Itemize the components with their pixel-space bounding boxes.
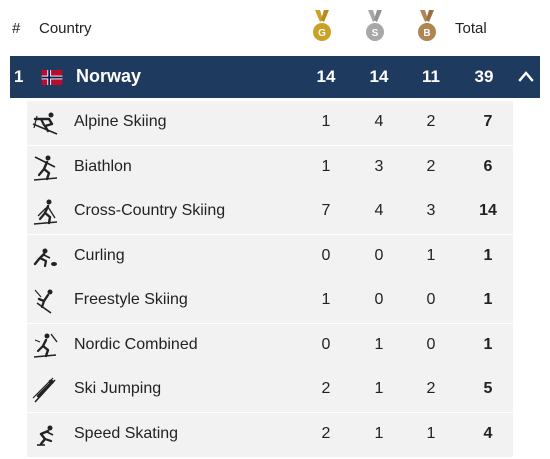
sport-silver-count: 1: [374, 336, 384, 353]
sport-gold-count: 7: [321, 202, 331, 219]
alpine-skiing-icon: [32, 112, 58, 135]
gold-medal-letter: G: [318, 28, 326, 39]
sport-silver-count: 0: [374, 247, 384, 264]
sport-total-count: 1: [483, 336, 493, 353]
sport-gold-count: 1: [321, 113, 331, 130]
sport-total-count: 4: [483, 425, 493, 442]
country-name: Norway: [76, 66, 142, 86]
sport-bronze-count: 2: [426, 113, 436, 130]
sport-name: Cross-Country Skiing: [74, 202, 226, 219]
sport-total-count: 1: [483, 291, 493, 308]
sport-row-biathlon: Biathlon 1 3 2 6: [27, 146, 513, 190]
sport-row-nordic-combined: Nordic Combined 0 1 0 1: [27, 324, 513, 368]
norway-flag-icon: [41, 70, 63, 85]
sport-row-cross-country-skiing: Cross-Country Skiing 7 4 3 14: [27, 190, 513, 234]
sport-silver-count: 1: [374, 380, 384, 397]
sport-silver-count: 1: [374, 425, 384, 442]
sport-name: Speed Skating: [74, 425, 179, 442]
sport-name: Alpine Skiing: [74, 113, 167, 130]
rank-column-header: #: [12, 20, 21, 37]
sport-row-ski-jumping: Ski Jumping 2 1 2 5: [27, 368, 513, 412]
biathlon-icon: [33, 155, 58, 181]
sport-bronze-count: 1: [426, 247, 436, 264]
sport-row-curling: Curling 0 0 1 1: [27, 235, 513, 279]
silver-medal-icon: S: [366, 10, 384, 41]
sport-gold-count: 0: [321, 336, 331, 353]
sport-row-freestyle-skiing: Freestyle Skiing 1 0 0 1: [27, 279, 513, 323]
sport-bronze-count: 2: [426, 158, 436, 175]
sport-gold-count: 1: [321, 291, 331, 308]
country-rank: 1: [14, 67, 24, 86]
curling-icon: [33, 248, 57, 268]
country-row-norway[interactable]: 1 Norway 14 14 11 39: [10, 56, 540, 98]
sport-row-speed-skating: Speed Skating 2 1 1 4: [27, 413, 513, 457]
sport-bronze-count: 2: [426, 380, 436, 397]
sport-silver-count: 3: [374, 158, 384, 175]
freestyle-skiing-icon: [34, 289, 53, 314]
cross-country-skiing-icon: [33, 199, 58, 225]
sport-total-count: 7: [483, 113, 493, 130]
sport-bronze-count: 3: [426, 202, 436, 219]
bronze-medal-letter: B: [423, 28, 430, 39]
country-total-count: 39: [474, 67, 494, 86]
sport-total-count: 6: [483, 158, 493, 175]
sport-gold-count: 2: [321, 425, 331, 442]
sport-name: Nordic Combined: [74, 336, 198, 353]
sport-name: Biathlon: [74, 158, 132, 175]
country-silver-count: 14: [369, 67, 389, 86]
sport-silver-count: 4: [374, 113, 384, 130]
sport-gold-count: 2: [321, 380, 331, 397]
speed-skating-icon: [37, 425, 54, 446]
sport-row-alpine-skiing: Alpine Skiing 1 4 2 7: [27, 101, 513, 145]
total-column-header: Total: [455, 20, 487, 37]
sport-bronze-count: 0: [426, 291, 436, 308]
sport-silver-count: 0: [374, 291, 384, 308]
sport-total-count: 14: [479, 202, 497, 219]
sport-total-count: 1: [483, 247, 493, 264]
gold-medal-icon: G: [313, 10, 331, 41]
sport-name: Freestyle Skiing: [74, 291, 188, 308]
sport-name: Ski Jumping: [74, 380, 162, 397]
sport-gold-count: 0: [321, 247, 331, 264]
country-column-header: Country: [39, 20, 92, 37]
sport-gold-count: 1: [321, 158, 331, 175]
chevron-up-icon[interactable]: [517, 68, 535, 86]
table-header: # Country G S B Total: [0, 0, 550, 56]
sport-total-count: 5: [483, 380, 493, 397]
country-gold-count: 14: [316, 67, 336, 86]
country-bronze-count: 11: [422, 67, 440, 86]
silver-medal-letter: S: [372, 28, 379, 39]
sport-name: Curling: [74, 247, 125, 264]
sport-silver-count: 4: [374, 202, 384, 219]
sport-bronze-count: 1: [426, 425, 436, 442]
bronze-medal-icon: B: [418, 10, 436, 41]
ski-jumping-icon: [32, 377, 56, 403]
nordic-combined-icon: [33, 333, 58, 358]
sport-bronze-count: 0: [426, 336, 436, 353]
